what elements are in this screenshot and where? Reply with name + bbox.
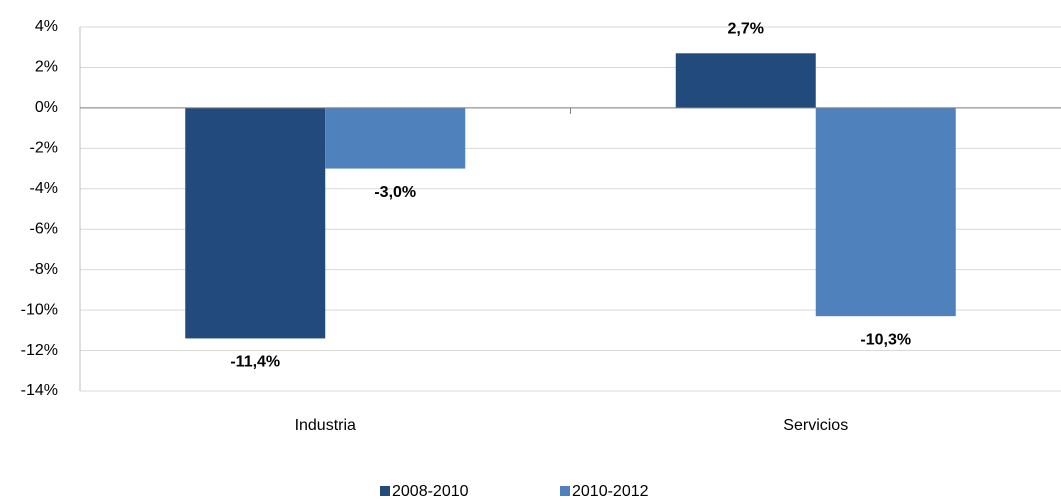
legend-label: 2008-2010 (392, 483, 469, 500)
legend-swatch (380, 486, 390, 496)
value-label: -3,0% (374, 184, 416, 201)
y-tick-label: -10% (21, 301, 58, 318)
y-tick-label: 0% (35, 99, 58, 116)
y-tick-label: -4% (30, 180, 58, 197)
bar (815, 107, 956, 317)
bar (325, 107, 466, 169)
value-label: 2,7% (728, 21, 764, 38)
y-tick-label: -2% (30, 140, 58, 157)
y-tick-label: 4% (35, 18, 58, 35)
x-tick-label: Servicios (783, 417, 848, 434)
value-label: -10,3% (860, 331, 911, 348)
y-tick-label: -12% (21, 342, 58, 359)
y-tick-label: -6% (30, 220, 58, 237)
value-label: -11,4% (230, 354, 280, 371)
y-tick-label: 2% (35, 59, 58, 76)
y-tick-label: -14% (21, 382, 58, 399)
legend-swatch (560, 486, 570, 496)
legend-label: 2010-2012 (572, 483, 649, 500)
bar (185, 107, 326, 339)
y-tick-label: -8% (30, 261, 58, 278)
bar (675, 53, 816, 108)
x-tick-label: Industria (295, 417, 356, 434)
